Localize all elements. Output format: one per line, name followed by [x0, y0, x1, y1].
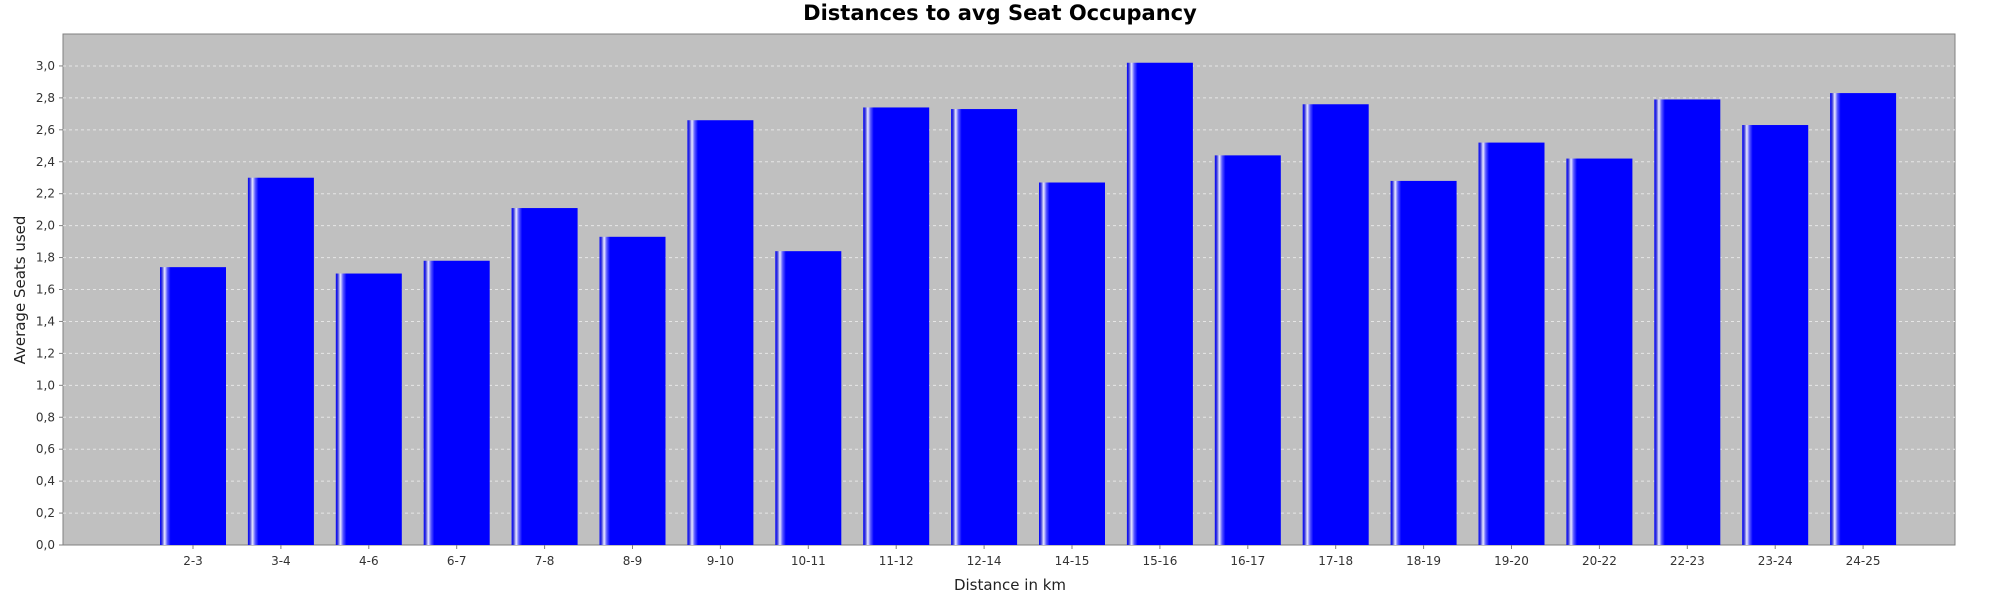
x-tick-label: 23-24: [1758, 554, 1793, 568]
y-tick-label: 1,4: [36, 314, 55, 328]
x-tick-label: 4-6: [359, 554, 379, 568]
y-tick-label: 2,6: [36, 123, 55, 137]
bar-8-9: [599, 236, 666, 545]
x-axis-label: Distance in km: [954, 576, 1066, 594]
x-tick-label: 18-19: [1406, 554, 1441, 568]
x-tick-label: 15-16: [1142, 554, 1177, 568]
bar-22-23: [1654, 99, 1721, 546]
y-tick-label: 0,2: [36, 506, 55, 520]
bar-6-7: [423, 260, 490, 545]
x-tick-label: 10-11: [791, 554, 826, 568]
x-tick-label: 14-15: [1055, 554, 1090, 568]
bar-17-18: [1302, 104, 1369, 545]
bar-7-8: [511, 208, 578, 545]
bar-16-17: [1214, 155, 1281, 546]
bar-15-16: [1126, 62, 1193, 546]
y-tick-label: 2,8: [36, 91, 55, 105]
x-tick-label: 3-4: [271, 554, 291, 568]
bar-19-20: [1478, 142, 1545, 545]
bar-2-3: [160, 267, 226, 545]
y-tick-label: 1,8: [36, 251, 55, 265]
x-tick-label: 16-17: [1230, 554, 1265, 568]
x-tick-label: 8-9: [623, 554, 643, 568]
bar-24-25: [1830, 93, 1897, 545]
bars: [160, 62, 1897, 546]
x-tick-label: 20-22: [1582, 554, 1617, 568]
bar-14-15: [1039, 182, 1105, 545]
y-tick-label: 0,6: [36, 442, 55, 456]
x-tick-label: 2-3: [183, 554, 203, 568]
x-tick-label: 11-12: [879, 554, 914, 568]
y-tick-label: 2,0: [36, 219, 55, 233]
x-tick-label: 22-23: [1670, 554, 1705, 568]
y-tick-label: 1,6: [36, 283, 55, 297]
y-tick-label: 1,0: [36, 378, 55, 392]
bar-9-10: [687, 120, 754, 545]
y-axis: 0,0 0,2 0,4 0,6 0,8 1,0 1,2 1,4 1,6 1,8 2,0 2,2 2,4 2…: [36, 59, 63, 552]
y-tick-label: 2,4: [36, 155, 55, 169]
x-tick-label: 6-7: [447, 554, 467, 568]
bar-10-11: [775, 251, 842, 546]
y-axis-label: Average Seats used: [11, 216, 29, 365]
x-tick-label: 7-8: [535, 554, 555, 568]
bar-11-12: [863, 107, 930, 546]
bar-23-24: [1742, 125, 1809, 545]
bar-20-22: [1566, 158, 1633, 545]
x-axis: 2-3 3-4 4-6 6-7 7-8 8-9 9-10 10-11 11-12 12-14 14-…: [183, 545, 1881, 568]
x-tick-label: 24-25: [1846, 554, 1881, 568]
bar-12-14: [951, 109, 1018, 545]
x-tick-label: 17-18: [1318, 554, 1353, 568]
y-tick-label: 0,4: [36, 474, 55, 488]
y-tick-label: 2,2: [36, 187, 55, 201]
chart-title: Distances to avg Seat Occupancy: [803, 1, 1197, 25]
bar-4-6: [335, 273, 402, 545]
x-tick-label: 19-20: [1494, 554, 1529, 568]
y-tick-label: 3,0: [36, 59, 55, 73]
y-tick-label: 0,0: [36, 538, 55, 552]
x-tick-label: 9-10: [707, 554, 734, 568]
y-tick-label: 1,2: [36, 346, 55, 360]
bar-3-4: [247, 177, 314, 545]
y-tick-label: 0,8: [36, 410, 55, 424]
bar-18-19: [1390, 180, 1457, 545]
x-tick-label: 12-14: [967, 554, 1002, 568]
